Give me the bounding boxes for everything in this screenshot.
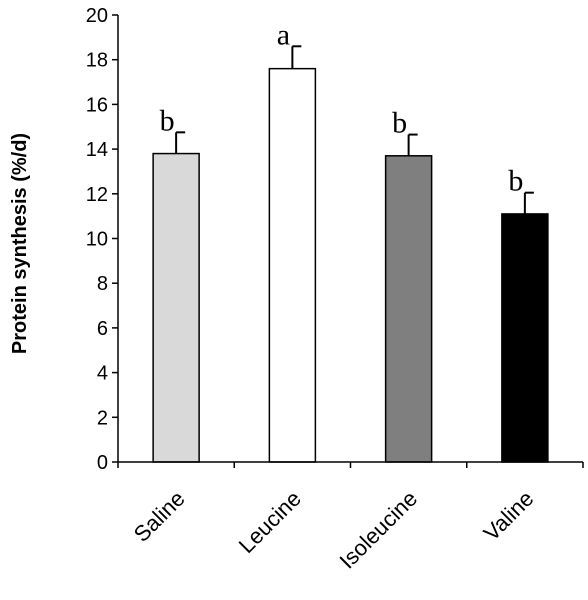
bars — [152, 67, 549, 463]
y-tick-label: 6 — [97, 318, 108, 340]
category-labels: Saline Leucine Isoleucine Valine — [129, 486, 539, 574]
error-bars — [175, 45, 534, 214]
category-label-saline: Saline — [129, 486, 190, 547]
y-axis-title: Protein synthesis (%/d) — [9, 133, 31, 354]
y-tick-label: 0 — [97, 452, 108, 474]
y-tick-label: 16 — [86, 94, 108, 116]
significance-letters: b a b b — [160, 18, 524, 197]
bar-leucine — [268, 67, 317, 463]
y-tick-label: 14 — [86, 139, 108, 161]
y-tick-label: 4 — [97, 363, 108, 385]
y-tick-label: 2 — [97, 407, 108, 429]
y-tick-label: 10 — [86, 229, 108, 251]
y-tick-label: 12 — [86, 184, 108, 206]
category-label-isoleucine: Isoleucine — [334, 486, 422, 574]
bar-valine — [501, 213, 549, 463]
x-axis-ticks — [117, 462, 584, 468]
bar-isoleucine — [384, 155, 433, 463]
category-label-leucine: Leucine — [234, 486, 306, 558]
y-tick-label: 18 — [86, 50, 108, 72]
category-label-valine: Valine — [479, 486, 539, 546]
significance-letter-saline: b — [160, 104, 175, 137]
y-tick-label: 20 — [86, 5, 108, 27]
bar-saline — [152, 152, 200, 463]
y-axis-ticks: 0 2 4 6 8 10 12 14 16 18 20 — [86, 5, 118, 474]
y-tick-label: 8 — [97, 273, 108, 295]
significance-letter-valine: b — [508, 165, 523, 198]
significance-letter-leucine: a — [277, 18, 290, 51]
significance-letter-isoleucine: b — [392, 107, 407, 140]
